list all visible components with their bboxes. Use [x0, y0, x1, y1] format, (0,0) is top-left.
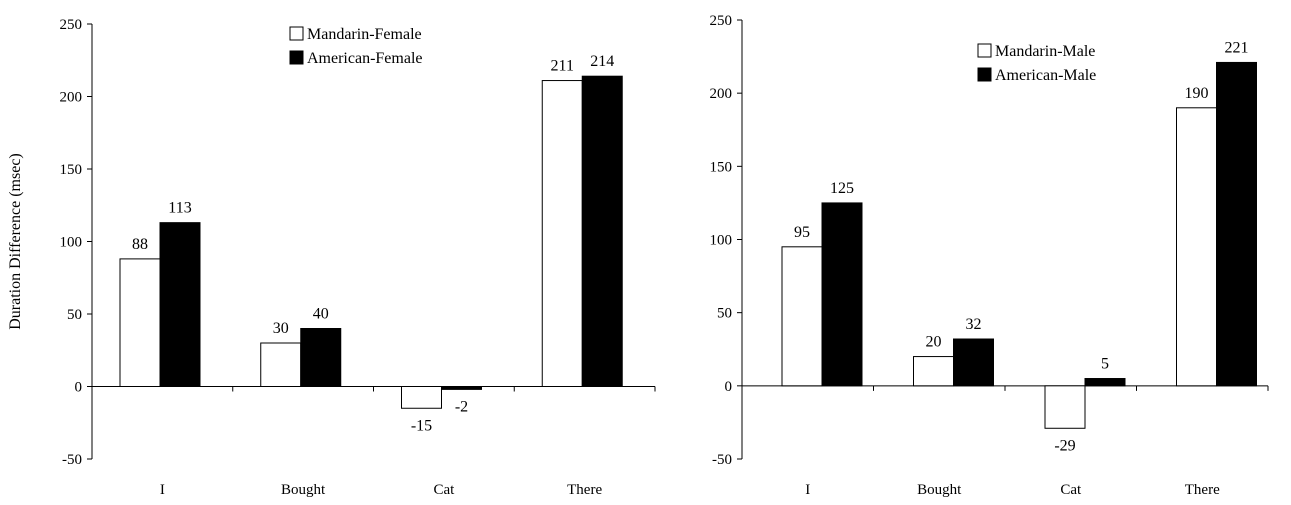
- bar-mandarin-male: [781, 246, 823, 387]
- legend-swatch: [977, 67, 992, 82]
- y-tick-label: 200: [710, 86, 733, 102]
- chart-2: 250 200 150 100 50 0 -50 95 20 -29 190 125 32 5 221 I Bo…: [710, 13, 1269, 498]
- y-tick-label: 250: [710, 13, 733, 29]
- legend-swatch: [977, 43, 992, 58]
- y-tick-label: 50: [67, 307, 82, 323]
- data-label: 113: [168, 200, 191, 217]
- bar-american-female: [159, 222, 201, 387]
- x-category-label: Bought: [281, 482, 326, 498]
- data-label: 30: [273, 320, 289, 337]
- bar-american-male: [821, 202, 863, 387]
- data-label: 190: [1185, 85, 1209, 102]
- bar-mandarin-female: [119, 258, 161, 387]
- data-label: 125: [830, 180, 854, 197]
- y-tick-label: 200: [60, 90, 83, 106]
- data-label: 95: [794, 224, 810, 241]
- legend-swatch: [289, 26, 304, 41]
- y-tick-label: -50: [62, 452, 82, 468]
- y-tick-label: 50: [717, 306, 732, 322]
- y-axis-title: Duration Difference (msec): [7, 153, 24, 330]
- data-label: 88: [132, 236, 148, 253]
- x-category-label: There: [1185, 482, 1220, 498]
- legend-entry: Mandarin-Female: [307, 26, 422, 43]
- bar-mandarin-male: [1044, 385, 1086, 429]
- legend-entry: Mandarin-Male: [995, 43, 1095, 60]
- bar-american-female: [300, 328, 342, 387]
- bar-american-female: [581, 75, 623, 387]
- data-label: 20: [926, 334, 942, 351]
- bar-mandarin-male: [913, 356, 954, 387]
- legend-entry: American-Male: [995, 67, 1096, 84]
- bar-mandarin-female: [260, 342, 302, 387]
- data-label: -2: [455, 398, 468, 415]
- y-tick-label: 100: [60, 235, 83, 251]
- bar-mandarin-female: [401, 386, 442, 409]
- y-tick-label: 150: [60, 162, 83, 178]
- data-label: -29: [1054, 437, 1075, 454]
- legend-swatch: [289, 50, 304, 65]
- data-label: -15: [411, 417, 432, 434]
- legend-entry: American-Female: [307, 50, 423, 67]
- data-label: 214: [590, 53, 614, 70]
- y-tick-label: 250: [60, 17, 83, 33]
- bar-american-male: [1216, 61, 1257, 387]
- y-tick-label: 0: [75, 380, 83, 396]
- data-label: 211: [551, 58, 574, 75]
- x-category-label: Cat: [1060, 482, 1082, 498]
- y-tick-label: 150: [710, 159, 733, 175]
- data-label: 40: [313, 306, 329, 323]
- bar-american-male: [1084, 378, 1126, 387]
- y-tick-label: 0: [725, 379, 733, 395]
- x-category-label: I: [805, 482, 810, 498]
- bar-mandarin-female: [541, 80, 583, 388]
- x-category-label: I: [160, 482, 165, 498]
- data-label: 221: [1225, 39, 1249, 56]
- x-category-label: Cat: [433, 482, 455, 498]
- x-category-label: Bought: [917, 482, 962, 498]
- data-label: 5: [1101, 356, 1109, 373]
- y-tick-label: 100: [710, 233, 733, 249]
- y-tick-label: -50: [712, 452, 732, 468]
- data-label: 32: [966, 316, 982, 333]
- bar-mandarin-male: [1176, 107, 1217, 387]
- x-category-label: There: [567, 482, 602, 498]
- bar-american-male: [953, 338, 994, 387]
- chart-1: 250 200 150 100 50 0 -50 88 30 -15 211 113 40 -2 214 I B…: [7, 17, 656, 498]
- bar-american-female: [441, 386, 482, 390]
